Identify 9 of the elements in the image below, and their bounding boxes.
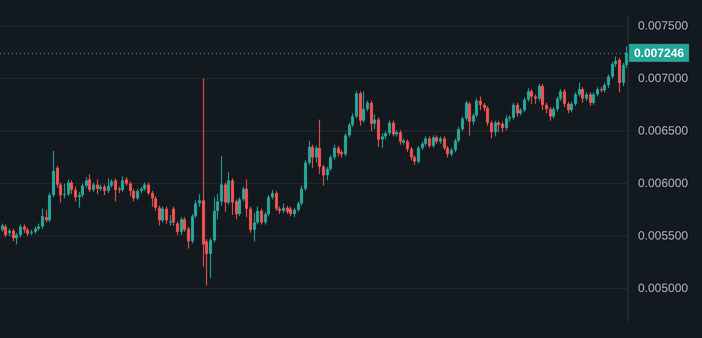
- y-tick-label: 0.007000: [638, 70, 688, 85]
- y-tick-label: 0.005500: [638, 228, 688, 242]
- y-tick-label: 0.006500: [638, 123, 688, 138]
- y-tick-label: 0.007500: [638, 18, 688, 33]
- y-tick-label: 0.006000: [638, 176, 688, 190]
- ref-line-label: 0.007246: [634, 46, 684, 60]
- y-tick-label: 0.005000: [638, 280, 688, 295]
- candlestick: [63, 184, 66, 198]
- candlestick: [169, 215, 172, 226]
